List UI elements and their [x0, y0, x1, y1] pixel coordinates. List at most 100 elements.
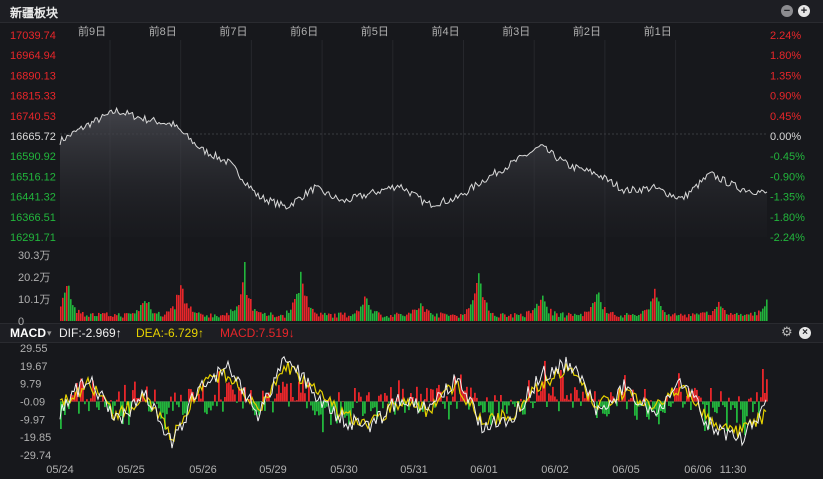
volume-bar-down: [296, 293, 298, 321]
volume-bar-up: [590, 307, 592, 321]
volume-bar-up: [408, 312, 410, 321]
close-circle-icon[interactable]: ×: [799, 327, 811, 339]
macd-bar-up: [170, 396, 172, 402]
macd-bar-down: [590, 401, 592, 403]
plus-circle-icon[interactable]: +: [798, 5, 810, 17]
volume-bar-down: [68, 285, 70, 321]
volume-bar-up: [342, 314, 344, 321]
volume-bar-up: [514, 313, 516, 321]
volume-bar-down: [562, 312, 564, 321]
macd-bar-down: [178, 401, 180, 408]
volume-bar-down: [598, 292, 600, 321]
volume-bar-down: [310, 307, 312, 321]
volume-bar-up: [60, 306, 62, 321]
volume-bar-down: [596, 294, 598, 321]
volume-bar-up: [756, 315, 758, 321]
volume-bar-up: [628, 314, 630, 321]
macd-bar-down: [448, 401, 450, 420]
macd-bar-up: [276, 393, 278, 402]
macd-dropdown-icon[interactable]: ▾: [47, 328, 52, 338]
volume-bar-down: [548, 313, 550, 321]
macd-bar-down: [164, 401, 166, 430]
macd-bar-up: [124, 384, 126, 402]
price-tick-label: 16665.72: [10, 131, 56, 143]
macd-bar-up: [584, 398, 586, 402]
volume-bar-up: [714, 309, 716, 321]
macd-bar-up: [556, 399, 558, 402]
percent-tick-label: 0.90%: [770, 91, 801, 103]
volume-bar-up: [732, 314, 734, 321]
volume-bar-up: [102, 313, 104, 321]
volume-bar-up: [612, 311, 614, 321]
volume-bar-down: [300, 271, 302, 321]
volume-bar-up: [182, 288, 184, 321]
volume-bar-down: [148, 302, 150, 321]
macd-bar-up: [540, 391, 542, 402]
volume-bar-up: [322, 314, 324, 321]
macd-bar-up: [238, 387, 240, 402]
macd-bar-down: [572, 401, 574, 408]
macd-bar-down: [558, 401, 560, 412]
macd-bar-up: [300, 392, 302, 402]
macd-bar-up: [500, 395, 502, 402]
macd-bar-down: [168, 401, 170, 408]
minus-circle-icon[interactable]: −: [781, 5, 793, 17]
volume-bar-up: [292, 302, 294, 321]
macd-bar-up: [102, 396, 104, 402]
macd-bar-down: [708, 401, 710, 429]
macd-bar-down: [480, 401, 482, 406]
macd-bar-down: [372, 401, 374, 409]
volume-bar-up: [750, 312, 752, 321]
macd-bar-down: [752, 401, 754, 413]
price-tick-label: 16740.53: [10, 111, 56, 123]
macd-bar-up: [380, 394, 382, 402]
macd-bar-up: [142, 395, 144, 402]
volume-bar-up: [164, 314, 166, 321]
volume-bar-up: [278, 315, 280, 321]
macd-bar-down: [310, 401, 312, 406]
volume-bar-up: [180, 285, 182, 321]
macd-bar-down: [370, 401, 372, 412]
macd-bar-up: [678, 373, 680, 402]
volume-bar-down: [764, 306, 766, 321]
gear-icon[interactable]: ⚙: [781, 324, 793, 339]
volume-bar-up: [168, 311, 170, 321]
macd-bar-up: [598, 399, 600, 402]
macd-bar-up: [564, 398, 566, 402]
macd-indicator-label[interactable]: MACD: [10, 326, 46, 340]
macd-bar-down: [706, 401, 708, 405]
macd-bar-down: [346, 401, 348, 416]
macd-bar-down: [206, 401, 208, 415]
macd-bar-up: [280, 392, 282, 402]
volume-bar-down: [214, 314, 216, 321]
volume-bar-up: [674, 313, 676, 321]
macd-bar-up: [454, 376, 456, 402]
macd-bar-up: [462, 391, 464, 402]
volume-bar-down: [748, 314, 750, 321]
volume-bar-up: [176, 294, 178, 321]
volume-bar-down: [470, 304, 472, 321]
volume-bar-down: [130, 313, 132, 321]
volume-bar-down: [516, 314, 518, 321]
volume-bar-down: [94, 316, 96, 321]
macd-bar-up: [548, 393, 550, 402]
volume-bar-up: [358, 311, 360, 321]
price-line: [59, 106, 768, 210]
macd-bar-down: [288, 401, 290, 407]
volume-bar-up: [700, 312, 702, 321]
macd-bar-down: [156, 401, 158, 404]
volume-bar-down: [578, 315, 580, 321]
macd-bar-down: [374, 401, 376, 408]
volume-bar-up: [644, 310, 646, 321]
volume-bar-up: [460, 314, 462, 321]
macd-bar-up: [202, 383, 204, 402]
macd-bar-down: [182, 401, 184, 415]
volume-bar-up: [692, 313, 694, 321]
volume-bar-up: [308, 307, 310, 321]
volume-bar-down: [648, 309, 650, 321]
macd-bar-down: [350, 401, 352, 416]
volume-tick-label: 0: [18, 316, 24, 328]
macd-bar-down: [672, 401, 674, 404]
day-label: 前8日: [149, 24, 177, 38]
macd-bar-down: [758, 401, 760, 418]
